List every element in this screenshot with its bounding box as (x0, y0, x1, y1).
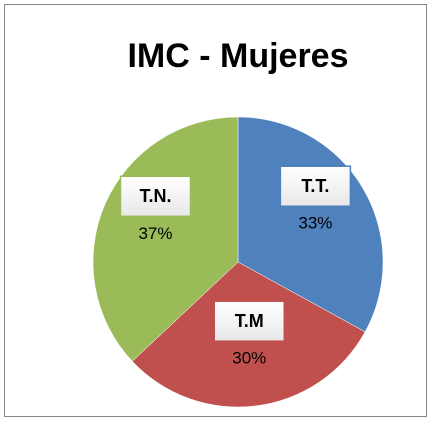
chart-title: IMC - Mujeres (127, 37, 348, 75)
category-label: T.M (235, 311, 264, 331)
labels: T.T. 33% T.M 30% T.N. 37% (119, 165, 352, 368)
category-label: T.T. (301, 176, 329, 196)
label-box (119, 175, 192, 218)
value-label: 30% (232, 349, 266, 368)
label-box (279, 165, 352, 207)
category-label: T.N. (139, 186, 171, 206)
label-box (213, 300, 286, 342)
value-label: 37% (138, 224, 172, 243)
value-label: 33% (298, 214, 332, 233)
